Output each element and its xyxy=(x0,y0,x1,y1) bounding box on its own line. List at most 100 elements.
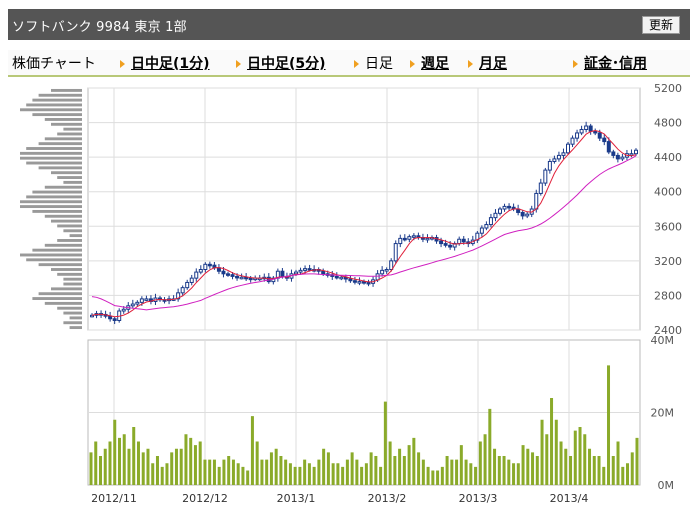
candle-body xyxy=(525,213,530,217)
volume-bar xyxy=(250,416,254,485)
candle-body xyxy=(235,275,240,279)
candle-body xyxy=(461,238,466,243)
volume-bar xyxy=(336,463,340,485)
candle-body xyxy=(593,130,598,134)
volume-tick-label: 40M xyxy=(651,334,675,347)
candle-body xyxy=(280,270,285,277)
ma-short-line xyxy=(91,129,637,318)
volume-bar xyxy=(383,401,387,485)
volume-profile-bar xyxy=(63,127,82,131)
volume-profile-bar xyxy=(57,272,82,276)
volume-bar xyxy=(94,441,98,485)
volume-bar xyxy=(478,441,482,485)
nav-item-intraday-5min[interactable]: 日中足(5分) xyxy=(236,53,326,73)
candle-body xyxy=(339,276,344,280)
candle-body xyxy=(139,298,144,303)
volume-bar xyxy=(364,463,368,485)
volume-bar xyxy=(127,448,131,485)
volume-bar xyxy=(407,445,411,485)
nav-item-label[interactable]: 月足 xyxy=(479,56,507,72)
price-tick-label: 3600 xyxy=(654,220,682,233)
volume-bar xyxy=(426,466,430,485)
chart-nav: 株価チャート 日中足(1分) 日中足(5分) 日足 週足 月足 証金･信用 xyxy=(8,50,690,77)
candle-body xyxy=(176,292,181,300)
volume-bar xyxy=(436,470,440,485)
volume-profile-bar xyxy=(32,190,82,194)
volume-profile-bar xyxy=(26,147,82,150)
volume-bar xyxy=(602,466,606,485)
nav-item-label[interactable]: 日中足(5分) xyxy=(247,56,326,72)
volume-profile-bar xyxy=(38,142,82,146)
volume-profile-bar xyxy=(38,292,82,296)
volume-profile-bar xyxy=(44,214,82,218)
candle-body xyxy=(248,277,253,281)
nav-item-label[interactable]: 日中足(1分) xyxy=(131,56,210,72)
volume-bar xyxy=(626,463,630,485)
volume-profile-bar xyxy=(20,151,82,155)
volume-bar xyxy=(388,441,392,485)
volume-bar xyxy=(559,441,563,485)
candle-body xyxy=(493,212,498,219)
volume-bar xyxy=(550,398,554,485)
nav-item-label[interactable]: 証金･信用 xyxy=(584,56,647,72)
volume-profile-bar xyxy=(44,137,82,141)
volume-bar xyxy=(502,456,506,485)
volume-bar xyxy=(450,459,454,485)
volume-bar xyxy=(146,448,150,485)
candle-body xyxy=(457,238,462,245)
candle-body xyxy=(615,154,620,160)
nav-item-weekly[interactable]: 週足 xyxy=(410,53,449,73)
candle-body xyxy=(135,301,140,305)
volume-bar xyxy=(298,466,302,485)
nav-label: 株価チャート xyxy=(12,56,96,72)
nav-item-margin[interactable]: 証金･信用 xyxy=(573,53,647,73)
nav-item-intraday-1min[interactable]: 日中足(1分) xyxy=(120,53,210,73)
candle-body xyxy=(389,260,394,271)
volume-bar xyxy=(108,441,112,485)
volume-bar xyxy=(269,452,273,485)
volume-bar xyxy=(193,445,197,485)
volume-bar xyxy=(635,437,639,485)
candle-body xyxy=(203,263,208,271)
volume-bar xyxy=(455,459,459,485)
volume-bar xyxy=(621,466,625,485)
candle-body xyxy=(90,314,94,318)
volume-bar xyxy=(317,459,321,485)
date-tick-label: 2012/12 xyxy=(182,492,228,505)
candle-body xyxy=(488,217,493,226)
nav-item-label[interactable]: 週足 xyxy=(421,56,449,72)
ma-long-line xyxy=(91,155,637,311)
volume-profile-bar xyxy=(44,185,82,189)
volume-bar xyxy=(222,459,226,485)
nav-item-monthly[interactable]: 月足 xyxy=(468,53,507,73)
candle-body xyxy=(375,273,380,281)
volume-profile-bar xyxy=(51,171,82,175)
candle-body xyxy=(334,275,339,279)
arrow-right-icon xyxy=(410,60,415,68)
arrow-right-icon xyxy=(354,60,359,68)
candle-body xyxy=(561,152,566,156)
candle-body xyxy=(520,211,525,217)
volume-bar xyxy=(355,459,359,485)
price-tick-label: 4800 xyxy=(654,117,682,130)
volume-profile-bar xyxy=(63,277,82,281)
candle-body xyxy=(602,137,607,143)
volume-profile-bar xyxy=(26,161,82,165)
volume-bar xyxy=(236,463,240,485)
candle-body xyxy=(348,278,353,282)
volume-profile-bar xyxy=(32,98,82,102)
volume-profile-bar xyxy=(57,132,82,136)
arrow-right-icon xyxy=(573,60,578,68)
candle-body xyxy=(362,281,366,284)
volume-bar xyxy=(545,434,549,485)
volume-profile-bar xyxy=(26,103,82,107)
volume-bar xyxy=(184,434,188,485)
volume-bar xyxy=(265,459,269,485)
candle-body xyxy=(402,237,407,241)
candle-body xyxy=(112,318,117,321)
volume-profile-bar xyxy=(20,253,82,257)
volume-bar xyxy=(331,463,335,485)
date-tick-label: 2013/2 xyxy=(368,492,407,505)
refresh-button[interactable]: 更新 xyxy=(641,16,680,34)
volume-bar xyxy=(326,452,330,485)
